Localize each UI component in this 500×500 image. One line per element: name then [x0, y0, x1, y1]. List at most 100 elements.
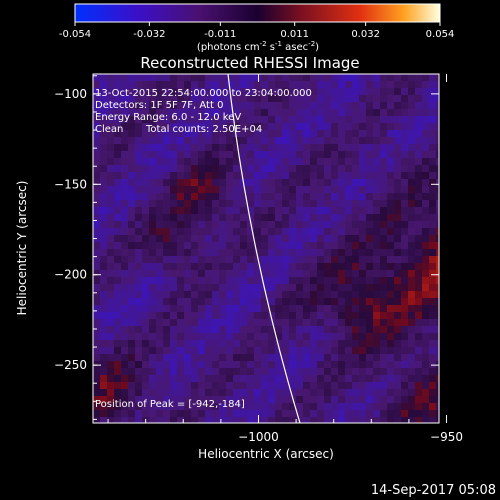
- heatmap-cell: [366, 417, 373, 423]
- heatmap-cell: [254, 81, 261, 88]
- heatmap-cell: [331, 137, 338, 144]
- heatmap-cell: [422, 340, 429, 347]
- heatmap-cell: [121, 291, 128, 298]
- heatmap-cell: [338, 256, 345, 263]
- heatmap-cell: [233, 207, 240, 214]
- heatmap-cell: [121, 417, 128, 423]
- heatmap-cell: [268, 298, 275, 305]
- heatmap-cell: [373, 200, 380, 207]
- heatmap-cell: [345, 284, 352, 291]
- heatmap-cell: [387, 165, 394, 172]
- heatmap-cell: [128, 193, 135, 200]
- heatmap-cell: [394, 298, 401, 305]
- heatmap-cell: [142, 277, 149, 284]
- heatmap-cell: [135, 305, 142, 312]
- heatmap-cell: [198, 165, 205, 172]
- heatmap-cell: [401, 375, 408, 382]
- heatmap-cell: [429, 305, 436, 312]
- heatmap-cell: [184, 382, 191, 389]
- heatmap-cell: [331, 382, 338, 389]
- heatmap-cell: [212, 186, 219, 193]
- heatmap-cell: [177, 298, 184, 305]
- heatmap-cell: [359, 375, 366, 382]
- heatmap-cell: [310, 263, 317, 270]
- heatmap-cell: [261, 123, 268, 130]
- heatmap-cell: [163, 263, 170, 270]
- heatmap-cell: [366, 81, 373, 88]
- heatmap-cell: [310, 151, 317, 158]
- heatmap-cell: [212, 417, 219, 423]
- heatmap-cell: [387, 354, 394, 361]
- heatmap-cell: [282, 221, 289, 228]
- heatmap-cell: [107, 235, 114, 242]
- heatmap-cell: [324, 375, 331, 382]
- heatmap-cell: [205, 410, 212, 417]
- heatmap-cell: [121, 186, 128, 193]
- heatmap-cell: [331, 228, 338, 235]
- heatmap-cell: [240, 200, 247, 207]
- heatmap-cell: [198, 354, 205, 361]
- heatmap-cell: [261, 298, 268, 305]
- heatmap-cell: [422, 277, 429, 284]
- heatmap-cell: [422, 368, 429, 375]
- heatmap-cell: [247, 235, 254, 242]
- heatmap-cell: [261, 228, 268, 235]
- heatmap-cell: [401, 207, 408, 214]
- heatmap-cell: [254, 389, 261, 396]
- heatmap-cell: [107, 291, 114, 298]
- heatmap-cell: [317, 74, 324, 81]
- heatmap-cell: [261, 102, 268, 109]
- heatmap-cell: [114, 417, 121, 423]
- heatmap-cell: [422, 186, 429, 193]
- heatmap-cell: [422, 123, 429, 130]
- heatmap-cell: [177, 74, 184, 81]
- heatmap-cell: [422, 410, 429, 417]
- heatmap-cell: [219, 270, 226, 277]
- heatmap-cell: [359, 396, 366, 403]
- heatmap-cell: [149, 403, 156, 410]
- heatmap-cell: [149, 417, 156, 423]
- heatmap-cell: [338, 312, 345, 319]
- heatmap-cell: [415, 326, 422, 333]
- heatmap-cell: [219, 102, 226, 109]
- heatmap-cell: [331, 361, 338, 368]
- heatmap-cell: [247, 130, 254, 137]
- heatmap-cell: [100, 214, 107, 221]
- heatmap-cell: [296, 172, 303, 179]
- heatmap-cell: [401, 221, 408, 228]
- heatmap-cell: [422, 165, 429, 172]
- heatmap-cell: [254, 249, 261, 256]
- heatmap-cell: [254, 354, 261, 361]
- heatmap-cell: [149, 151, 156, 158]
- heatmap-cell: [296, 403, 303, 410]
- heatmap-cell: [289, 116, 296, 123]
- heatmap-cell: [401, 102, 408, 109]
- heatmap-cell: [219, 326, 226, 333]
- heatmap-cell: [366, 158, 373, 165]
- heatmap-cell: [226, 340, 233, 347]
- heatmap-cell: [268, 81, 275, 88]
- heatmap-cell: [429, 144, 436, 151]
- heatmap-cell: [415, 228, 422, 235]
- heatmap-cell: [303, 144, 310, 151]
- heatmap-cell: [268, 74, 275, 81]
- heatmap-cell: [261, 256, 268, 263]
- heatmap-cell: [142, 165, 149, 172]
- heatmap-cell: [338, 200, 345, 207]
- heatmap-cell: [156, 347, 163, 354]
- heatmap-cell: [415, 102, 422, 109]
- heatmap-cell: [198, 207, 205, 214]
- heatmap-cell: [289, 410, 296, 417]
- heatmap-cell: [394, 242, 401, 249]
- heatmap-cell: [338, 284, 345, 291]
- heatmap-cell: [289, 368, 296, 375]
- heatmap-cell: [401, 361, 408, 368]
- heatmap-cell: [205, 123, 212, 130]
- heatmap-cell: [415, 375, 422, 382]
- heatmap-cell: [226, 326, 233, 333]
- heatmap-cell: [429, 235, 436, 242]
- heatmap-cell: [352, 263, 359, 270]
- heatmap-cell: [149, 291, 156, 298]
- heatmap-cell: [177, 361, 184, 368]
- heatmap-cell: [163, 340, 170, 347]
